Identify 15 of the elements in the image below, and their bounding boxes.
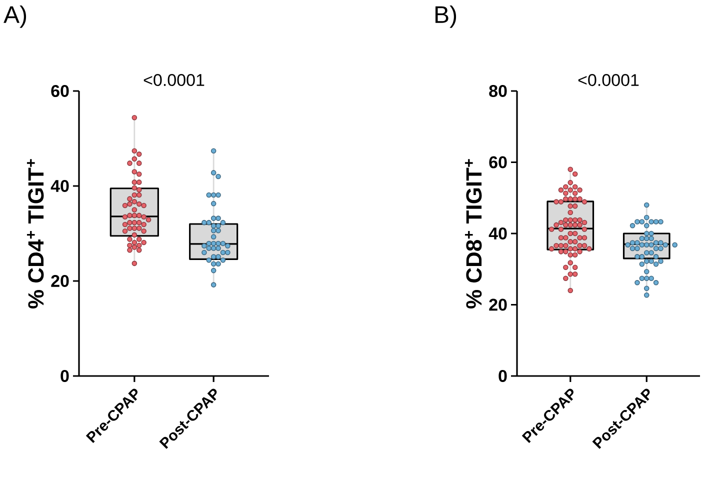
y-tick-label: 20 <box>51 274 69 288</box>
chart-title: A) <box>4 6 26 28</box>
y-tick-label: 20 <box>489 298 507 311</box>
y-tick-label: 40 <box>50 180 69 192</box>
chart-title: B) <box>435 6 456 28</box>
y-axis-title: % CD8$^{+}$ TIGIT$^{+}$ <box>464 159 482 308</box>
y-tick-label: 0 <box>60 370 69 382</box>
y-tick-label: 0 <box>498 370 507 382</box>
text: <0.0001 <box>578 74 639 86</box>
y-tick-label: 40 <box>488 227 507 240</box>
y-tick-label: 80 <box>489 84 507 98</box>
y-tick-label: 60 <box>489 156 507 168</box>
y-axis-title: % CD4$^{+}$ TIGIT$^{+}$ <box>26 159 44 308</box>
y-tick-label: 60 <box>51 84 69 98</box>
text: <0.0001 <box>144 74 204 86</box>
